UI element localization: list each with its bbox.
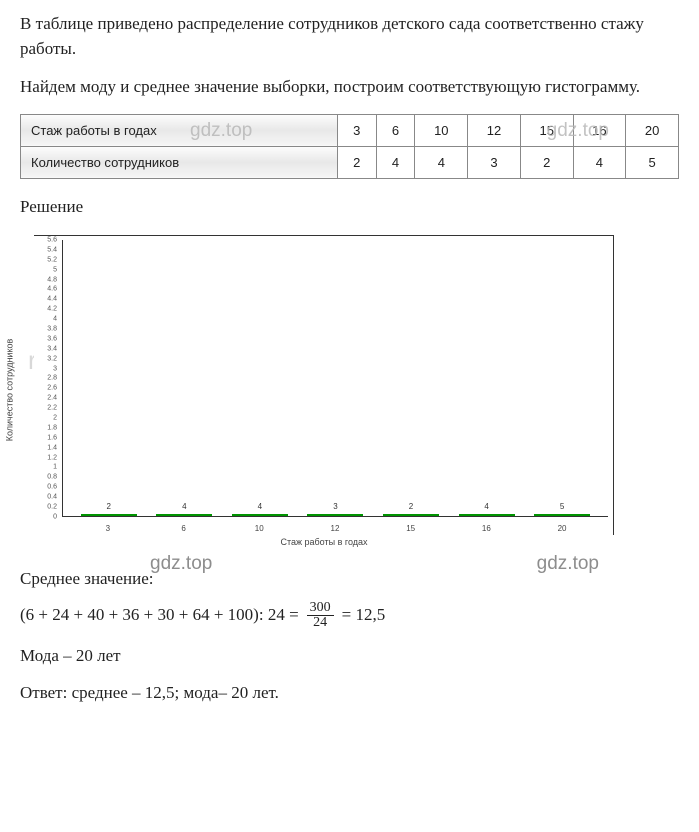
mean-formula: (6 + 24 + 40 + 36 + 30 + 64 + 100): 24 =… — [20, 601, 679, 630]
chart-ytick: 2.8 — [47, 375, 57, 382]
chart-bar: 4 — [232, 514, 288, 516]
cell: 10 — [415, 114, 468, 146]
chart-ytick: 3 — [53, 365, 57, 372]
chart-xtick: 16 — [458, 524, 514, 533]
formula-rhs: = 12,5 — [342, 605, 386, 625]
chart-ytick: 0 — [53, 513, 57, 520]
chart-ytick: 3.2 — [47, 355, 57, 362]
bar-value-label: 4 — [156, 502, 212, 511]
chart-bar: 2 — [81, 514, 137, 516]
cell: 16 — [573, 114, 626, 146]
bar-value-label: 5 — [534, 502, 590, 511]
chart-xtick: 10 — [231, 524, 287, 533]
chart-ytick: 4.6 — [47, 286, 57, 293]
chart-ytick: 5 — [53, 266, 57, 273]
chart-ytick: 5.4 — [47, 246, 57, 253]
chart-ytick: 3.6 — [47, 335, 57, 342]
formula-lhs: (6 + 24 + 40 + 36 + 30 + 64 + 100): 24 = — [20, 605, 299, 625]
chart-ytick: 0.4 — [47, 494, 57, 501]
chart-ytick: 0.6 — [47, 484, 57, 491]
row-header-years: Стаж работы в годах — [21, 114, 338, 146]
cell: 3 — [337, 114, 376, 146]
chart-bar: 5 — [534, 514, 590, 516]
mode-line: Мода – 20 лет — [20, 644, 679, 669]
cell: 6 — [376, 114, 415, 146]
cell: 20 — [626, 114, 679, 146]
chart-ytick: 2.2 — [47, 405, 57, 412]
cell: 5 — [626, 146, 679, 178]
fraction-numerator: 300 — [307, 601, 334, 616]
chart-bar: 3 — [307, 514, 363, 516]
chart-xtick: 15 — [383, 524, 439, 533]
cell: 3 — [468, 146, 521, 178]
bar-value-label: 4 — [232, 502, 288, 511]
row-header-counts: Количество сотрудников — [21, 146, 338, 178]
chart-xtick: 3 — [80, 524, 136, 533]
chart-xtick: 12 — [307, 524, 363, 533]
bar-value-label: 2 — [383, 502, 439, 511]
chart-ytick: 3.8 — [47, 325, 57, 332]
cell: 4 — [376, 146, 415, 178]
intro-paragraph-2: Найдем моду и среднее значение выборки, … — [20, 75, 679, 100]
chart-ytick: 1.4 — [47, 444, 57, 451]
cell: 4 — [415, 146, 468, 178]
chart-ytick: 4.4 — [47, 296, 57, 303]
chart-bar: 2 — [383, 514, 439, 516]
chart-ytick: 1.2 — [47, 454, 57, 461]
mean-label: Среднее значение: — [20, 569, 679, 589]
cell: 12 — [468, 114, 521, 146]
chart-ytick: 1.8 — [47, 424, 57, 431]
table-row: Количество сотрудников 2 4 4 3 2 4 5 — [21, 146, 679, 178]
data-table: Стаж работы в годах 3 6 10 12 15 16 20 К… — [20, 114, 679, 179]
chart-ytick: 4 — [53, 316, 57, 323]
bar-value-label: 2 — [81, 502, 137, 511]
intro-paragraph-1: В таблице приведено распределение сотруд… — [20, 12, 679, 61]
answer-line: Ответ: среднее – 12,5; мода– 20 лет. — [20, 683, 679, 703]
fraction-denominator: 24 — [310, 616, 330, 630]
chart-ylabel: Количество сотрудников — [4, 339, 14, 442]
bar-value-label: 3 — [307, 502, 363, 511]
cell: 2 — [337, 146, 376, 178]
chart-ytick: 4.2 — [47, 306, 57, 313]
chart-ytick: 3.4 — [47, 345, 57, 352]
chart-xtick: 6 — [156, 524, 212, 533]
cell: 15 — [520, 114, 573, 146]
chart-ytick: 4.8 — [47, 276, 57, 283]
chart-ytick: 2.4 — [47, 395, 57, 402]
table-row: Стаж работы в годах 3 6 10 12 15 16 20 — [21, 114, 679, 146]
cell: 2 — [520, 146, 573, 178]
fraction: 300 24 — [307, 601, 334, 630]
chart-ytick: 2 — [53, 415, 57, 422]
bar-value-label: 4 — [459, 502, 515, 511]
chart-ytick: 0.2 — [47, 504, 57, 511]
cell: 4 — [573, 146, 626, 178]
chart-ytick: 1.6 — [47, 434, 57, 441]
chart-ytick: 5.6 — [47, 236, 57, 243]
chart-bar: 4 — [459, 514, 515, 516]
chart-ytick: 5.2 — [47, 256, 57, 263]
chart-ytick: 0.8 — [47, 474, 57, 481]
solution-label: Решение — [20, 197, 679, 217]
chart-bar: 4 — [156, 514, 212, 516]
chart-xtick: 20 — [534, 524, 590, 533]
chart-xlabel: Стаж работы в годах — [34, 537, 614, 547]
chart-ytick: 1 — [53, 464, 57, 471]
histogram-chart: reshak C gdz.top Количество сотрудников … — [34, 235, 679, 547]
chart-ytick: 2.6 — [47, 385, 57, 392]
